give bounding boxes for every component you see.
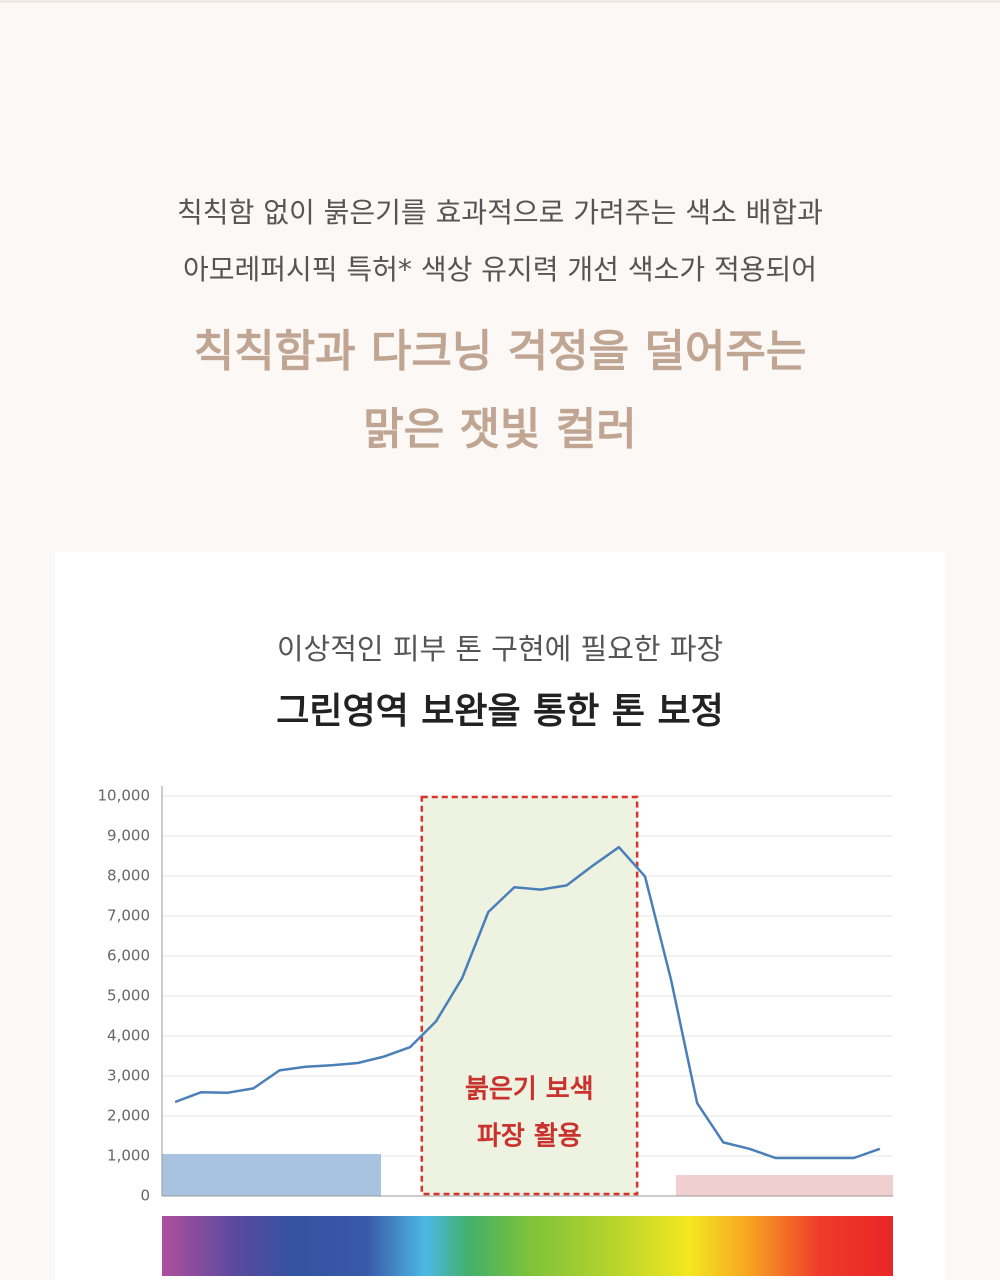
y-tick-label: 5,000 — [107, 987, 150, 1005]
chart-subtitle: 이상적인 피부 톤 구현에 필요한 파장 — [277, 632, 723, 666]
y-tick-label: 7,000 — [107, 907, 150, 925]
y-tick-label: 6,000 — [107, 947, 150, 965]
y-tick-label: 3,000 — [107, 1067, 150, 1085]
headline: 맑은 잿빛 컬러 — [363, 404, 637, 455]
annotation: 붉은기 보색 — [465, 1075, 594, 1105]
highlight-region — [420, 795, 639, 1196]
band-bar — [162, 1154, 381, 1196]
y-tick-label: 2,000 — [107, 1107, 150, 1125]
top-strip — [0, 0, 1000, 3]
band-bar — [676, 1175, 893, 1196]
headline: 칙칙함과 다크닝 걱정을 덜어주는 — [194, 326, 807, 377]
intro-line: 아모레퍼시픽 특허* 색상 유지력 개선 색소가 적용되어 — [183, 253, 817, 286]
intro-line: 칙칙함 없이 붉은기를 효과적으로 가려주는 색소 배합과 — [177, 196, 823, 229]
y-tick-label: 8,000 — [107, 867, 150, 885]
y-tick-label: 0 — [140, 1187, 150, 1205]
spectrum-bar — [162, 1216, 893, 1276]
y-tick-label: 1,000 — [107, 1147, 150, 1165]
y-tick-label: 9,000 — [107, 827, 150, 845]
data-line — [174, 845, 881, 1160]
chart-title: 그린영역 보완을 통한 톤 보정 — [276, 691, 724, 732]
y-tick-label: 4,000 — [107, 1027, 150, 1045]
annotation: 파장 활용 — [477, 1122, 582, 1152]
y-tick-label: 10,000 — [98, 787, 151, 805]
